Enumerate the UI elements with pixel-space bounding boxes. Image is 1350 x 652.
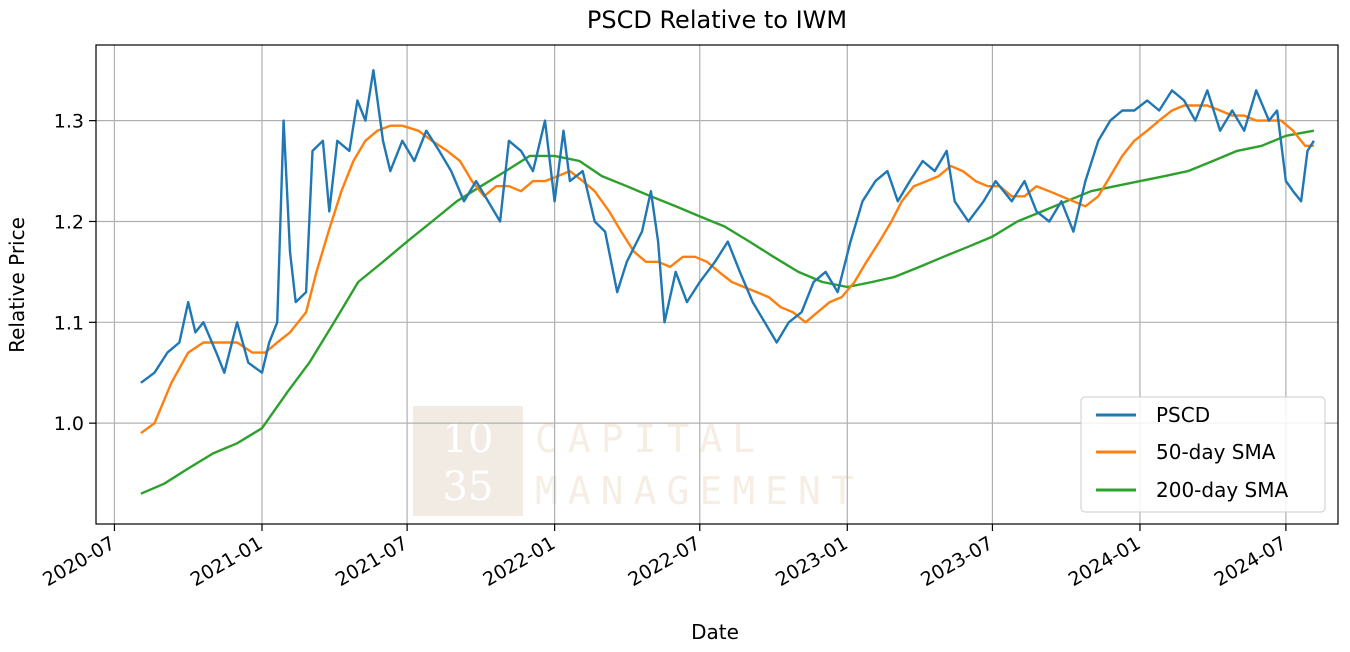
series-line-pscd [140,68,1315,384]
legend-label-sma50: 50-day SMA [1156,440,1276,464]
series-line-sma50 [140,104,1314,435]
plot-lines [140,68,1315,495]
y-axis-label: Relative Price [5,217,29,353]
legend-label-sma200: 200-day SMA [1156,478,1288,502]
plot-frame [95,44,1339,525]
legend: PSCD 50-day SMA 200-day SMA [1080,396,1326,513]
watermark-text-line1: CAPITAL [535,417,765,461]
watermark-text-line2: MANAGEMENT [535,469,864,513]
y-tick-label: 1.3 [54,111,84,133]
x-axis-label: Date [691,620,739,644]
legend-box [1080,396,1326,513]
legend-label-pscd: PSCD [1156,403,1210,427]
y-tick-label: 1.0 [54,413,84,435]
y-tick-label: 1.1 [54,312,84,334]
series-line-sma200 [140,129,1315,495]
y-tick-label: 1.2 [54,211,84,233]
watermark-logo-box [413,406,523,516]
y-axis: 1.0 1.1 1.2 1.3 [54,111,96,435]
chart-title: PSCD Relative to IWM [587,6,847,34]
watermark: 10 35 CAPITAL MANAGEMENT [413,406,864,516]
watermark-logo-line2: 35 [443,464,494,510]
